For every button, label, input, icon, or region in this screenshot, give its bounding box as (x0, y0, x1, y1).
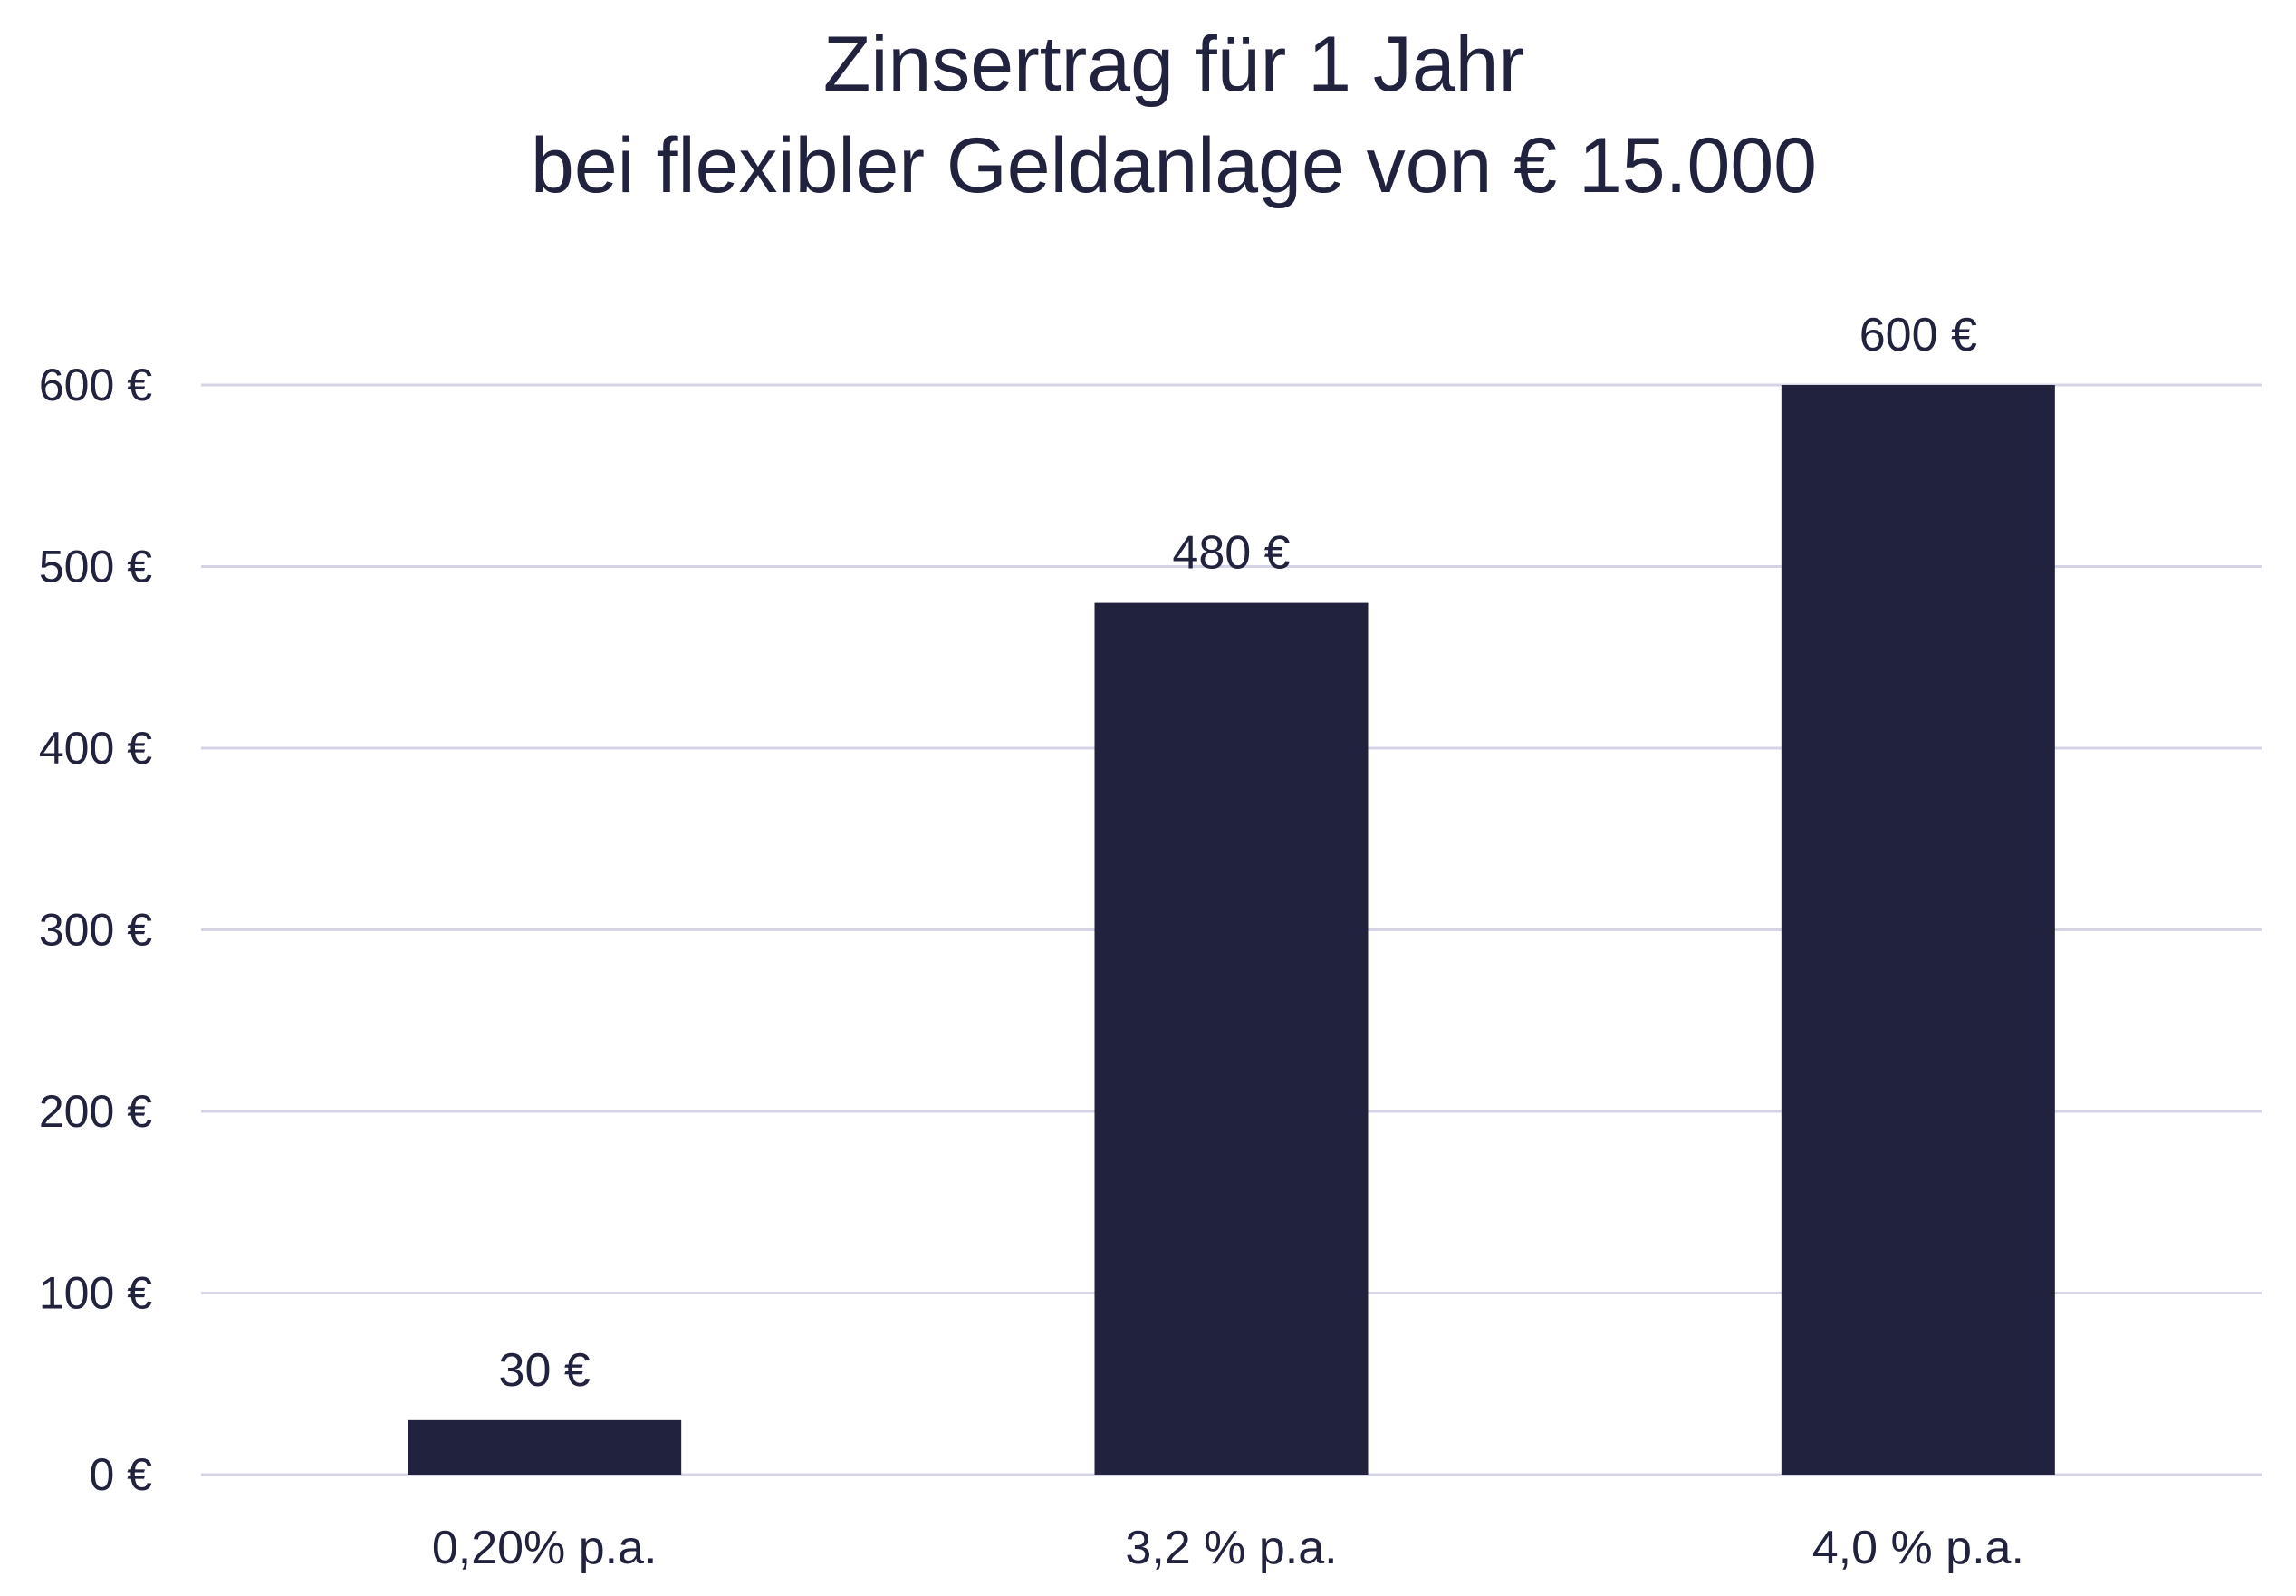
data-label: 30 € (499, 1344, 591, 1397)
y-tick-label: 100 € (39, 1268, 152, 1319)
x-tick-label: 4,0 % p.a. (1812, 1522, 2024, 1574)
bar (1095, 603, 1369, 1475)
chart-title: Zinsertrag für 1 Jahr (823, 21, 1524, 108)
bar (1782, 385, 2055, 1475)
y-tick-label: 0 € (89, 1449, 152, 1500)
x-tick-label: 3,2 % p.a. (1125, 1522, 1337, 1574)
y-tick-label: 400 € (39, 723, 152, 774)
data-label: 480 € (1172, 527, 1290, 580)
chart-subtitle: bei flexibler Geldanlage von € 15.000 (531, 122, 1817, 209)
y-tick-label: 300 € (39, 905, 152, 956)
bar (408, 1420, 681, 1475)
y-tick-label: 600 € (39, 360, 152, 410)
x-tick-label: 0,20% p.a. (432, 1522, 658, 1574)
y-tick-label: 200 € (39, 1086, 152, 1137)
label-layer: 0 € 100 € 200 € 300 € 400 € 500 € 600 € 30 € 0,2… (39, 309, 2024, 1574)
y-tick-label: 500 € (39, 542, 152, 592)
data-label: 600 € (1859, 309, 1977, 361)
